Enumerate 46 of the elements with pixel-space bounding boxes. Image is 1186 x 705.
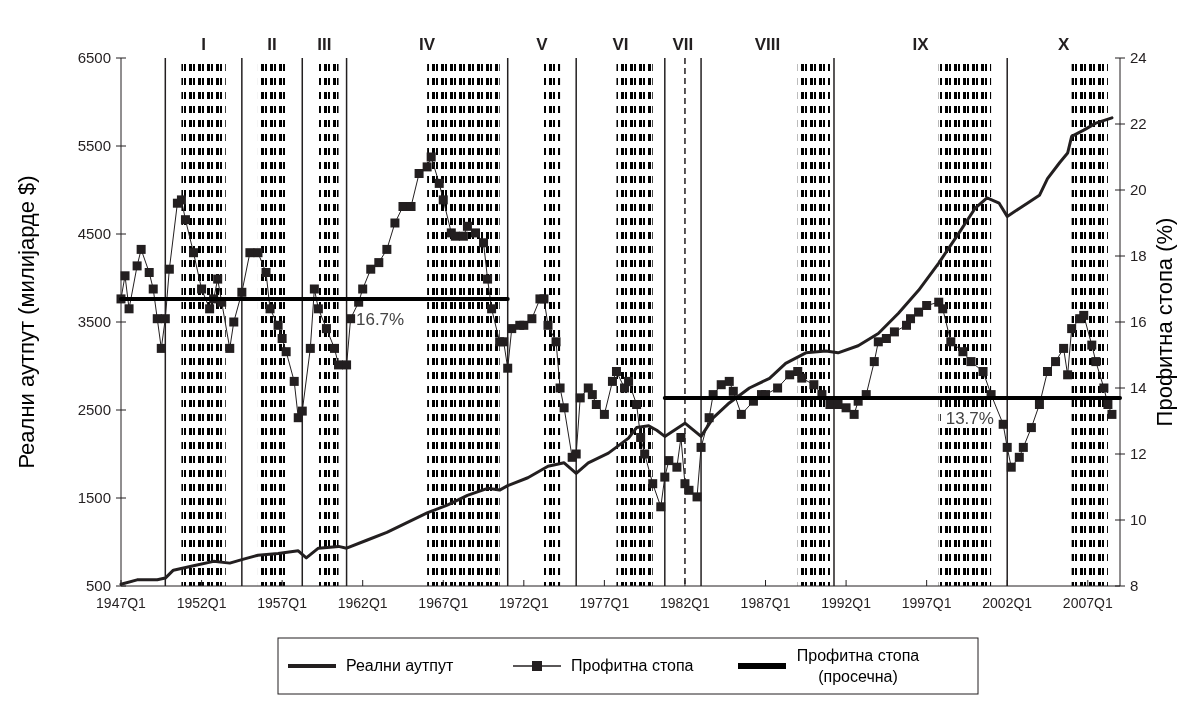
y-tick-label: 2500 <box>77 401 111 418</box>
text: III <box>317 35 332 54</box>
x-tick-label: 2002Q1 <box>982 595 1033 611</box>
x-tick-label: 1972Q1 <box>498 595 549 611</box>
text: V <box>536 35 549 54</box>
y2-tick-label: 16 <box>1130 313 1147 330</box>
y-tick-label: 3500 <box>77 313 111 330</box>
text: VIII <box>754 35 781 54</box>
y2-tick-label: 10 <box>1130 511 1147 528</box>
x-tick-label: 1982Q1 <box>660 595 711 611</box>
x-tick-label: 1992Q1 <box>821 595 872 611</box>
x-tick-label: 1952Q1 <box>176 595 227 611</box>
y-tick-label: 500 <box>85 577 111 594</box>
y-axis-title: Реални аутпут (милијарде $) <box>14 175 39 469</box>
x-tick-label: 1962Q1 <box>337 595 388 611</box>
x-tick-label: 1947Q1 <box>96 595 147 611</box>
text: II <box>267 35 277 54</box>
x-tick-label: 2007Q1 <box>1062 595 1113 611</box>
y2-tick-label: 24 <box>1130 49 1147 66</box>
y-tick-label: 4500 <box>77 225 111 242</box>
y2-tick-label: 12 <box>1130 445 1147 462</box>
text: VII <box>672 35 694 54</box>
x-tick-label: 1987Q1 <box>740 595 791 611</box>
text: VI <box>612 35 629 54</box>
y2-tick-label: 14 <box>1130 379 1147 396</box>
x-tick-label: 1957Q1 <box>257 595 308 611</box>
x-tick-label: 1997Q1 <box>901 595 952 611</box>
legend-label: Профитна стопа <box>571 657 694 674</box>
y2-tick-label: 20 <box>1130 181 1147 198</box>
y-tick-label: 6500 <box>77 49 111 66</box>
legend-label: Реални аутпут <box>346 657 455 674</box>
annotation: 16.7% <box>355 309 405 329</box>
y-tick-label: 5500 <box>77 137 111 154</box>
y-tick-label: 1500 <box>77 489 111 506</box>
text: X <box>1057 35 1070 54</box>
y2-tick-label: 8 <box>1130 577 1139 594</box>
text: IV <box>419 35 436 54</box>
legend-label: Профитна стопа (просечна) <box>796 646 920 685</box>
x-tick-label: 1967Q1 <box>418 595 469 611</box>
y2-axis-title: Профитна стопа (%) <box>1152 217 1177 427</box>
text: I <box>201 35 206 54</box>
y2-tick-label: 22 <box>1130 115 1147 132</box>
annotation: 13.7% <box>945 408 994 428</box>
y2-tick-label: 18 <box>1130 247 1147 264</box>
text: IX <box>912 35 930 54</box>
x-tick-label: 1977Q1 <box>579 595 630 611</box>
